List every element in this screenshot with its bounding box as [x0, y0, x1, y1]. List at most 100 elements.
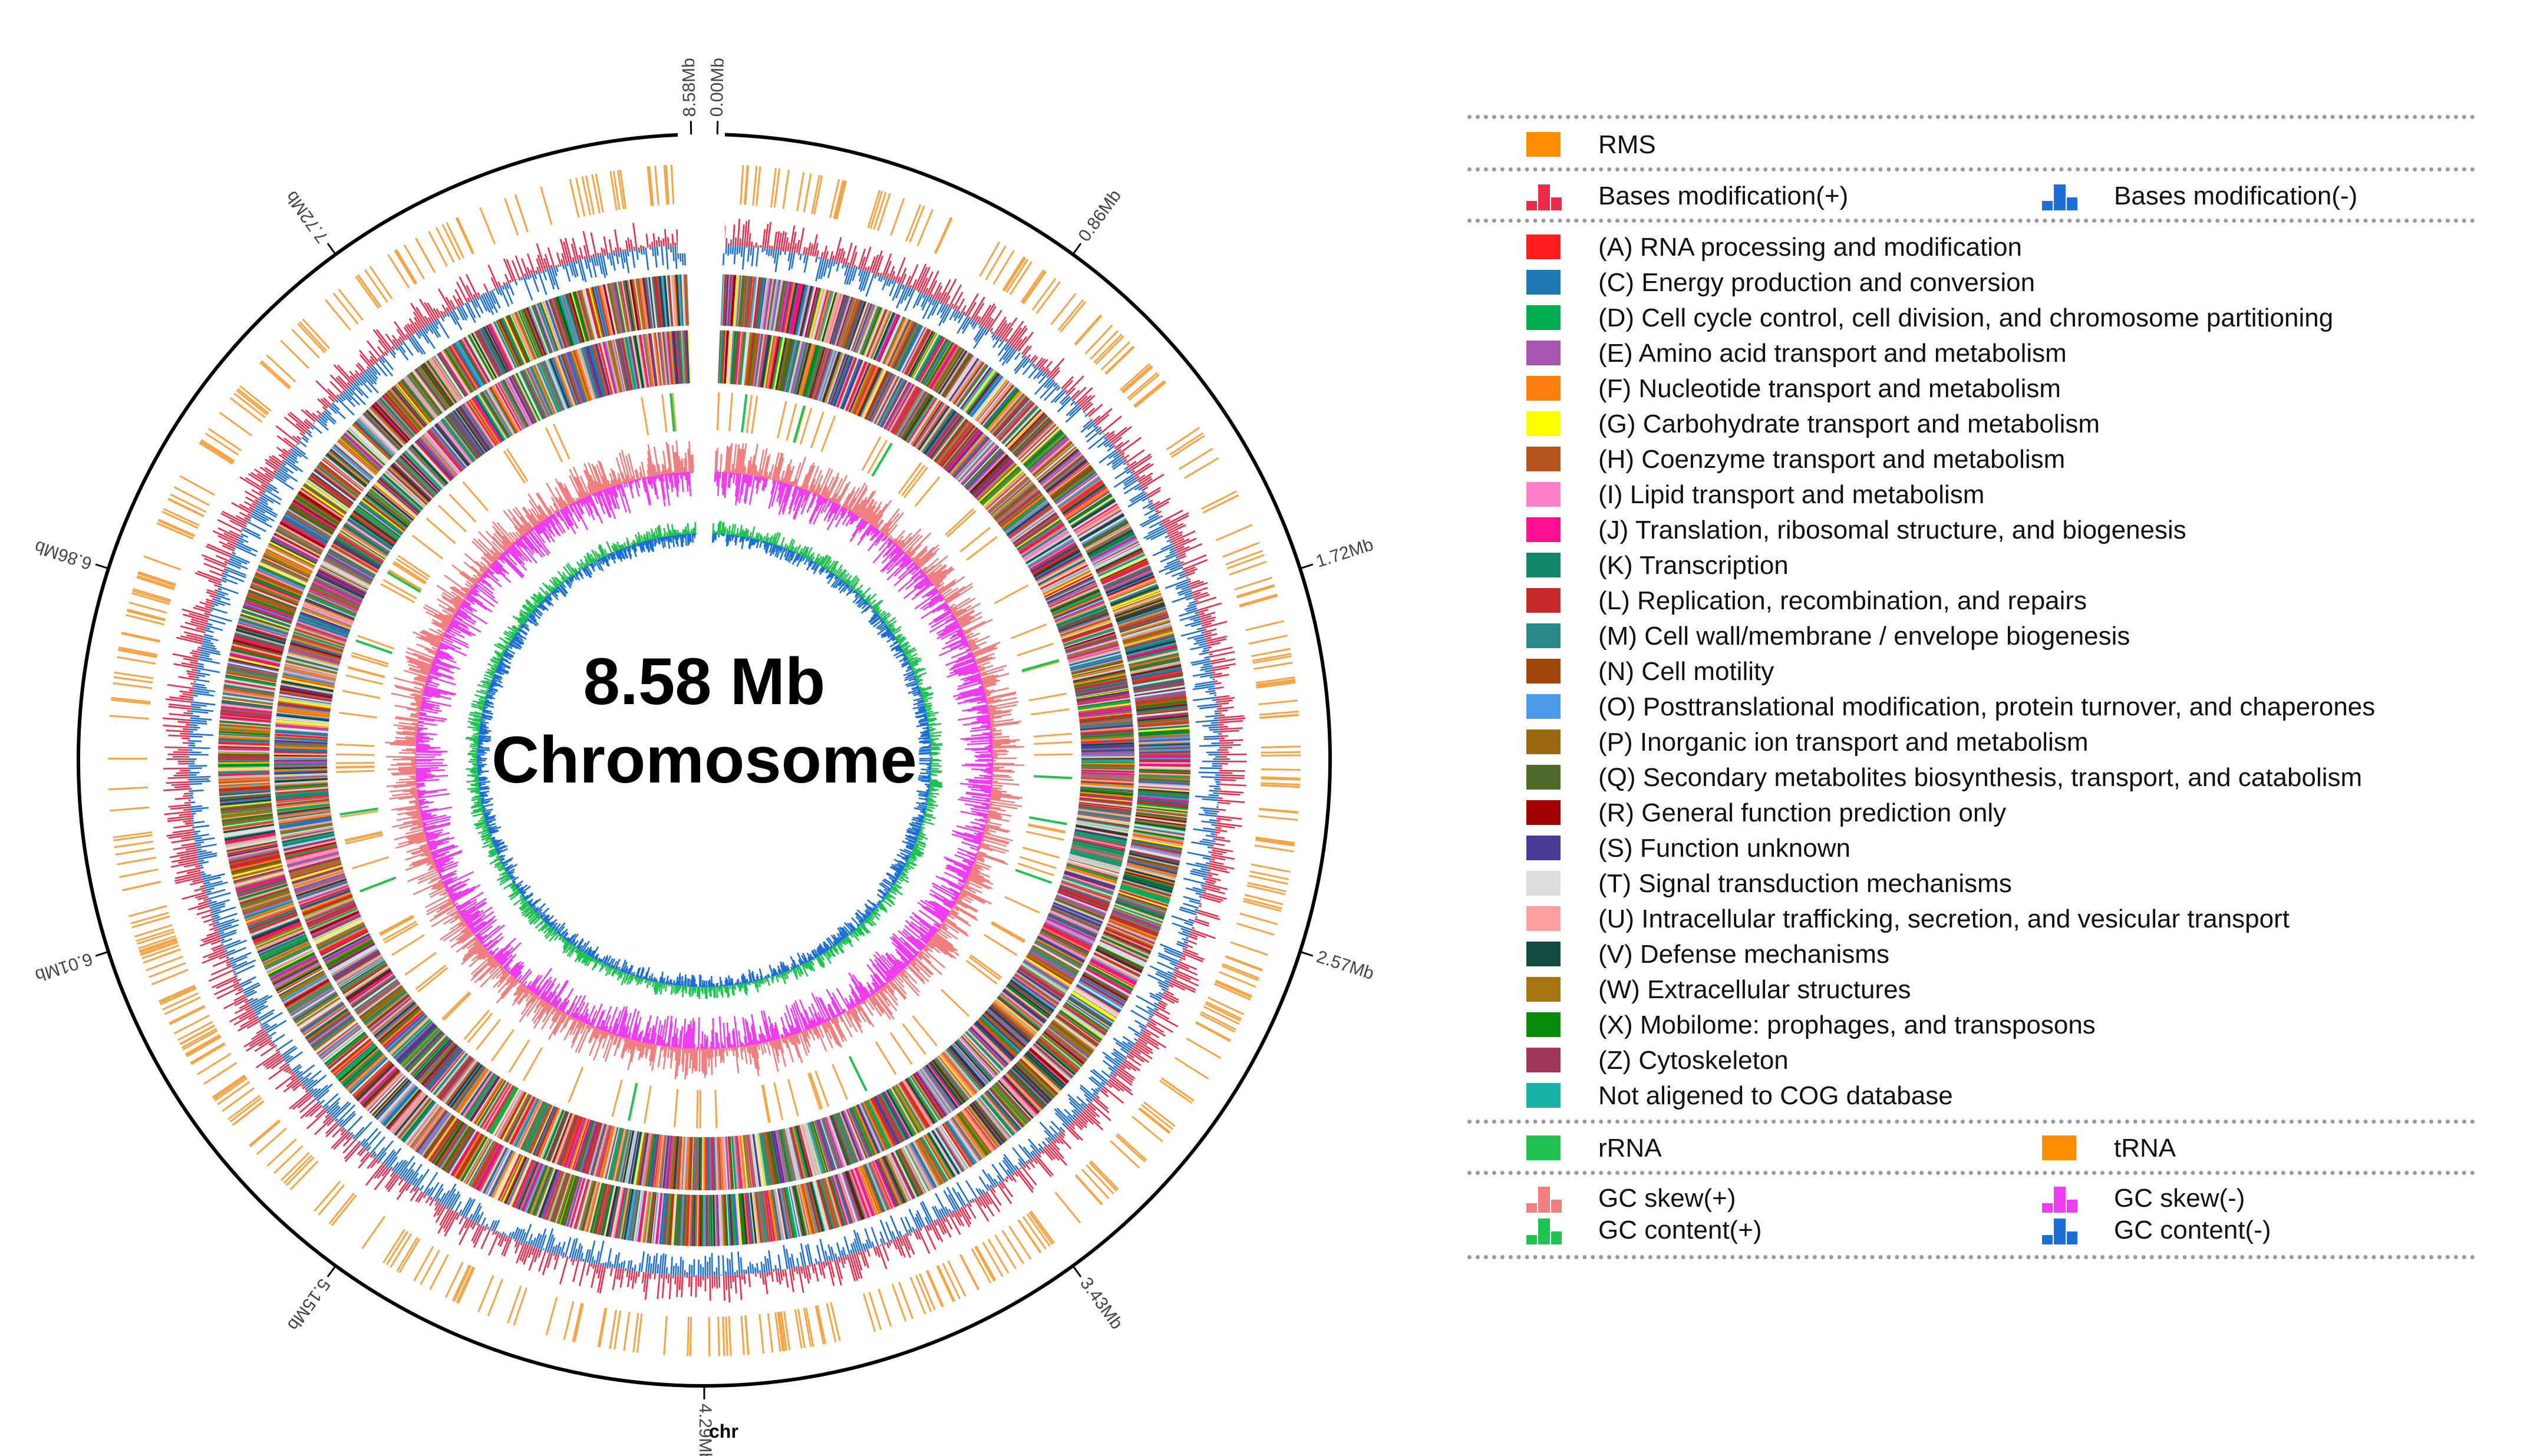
tick-mark	[1072, 1265, 1082, 1277]
cog-legend-item: (F) Nucleotide transport and metabolism	[1467, 371, 2475, 407]
cog-swatch	[1526, 623, 1561, 648]
tick-label: 0.86Mb	[1075, 186, 1126, 245]
gc-skew-minus-histogram-icon	[2042, 1184, 2077, 1213]
cog-outer-ring	[218, 280, 1190, 1246]
trna-track	[335, 392, 1073, 1129]
gc-content-plus-histogram-icon	[1526, 1216, 1562, 1244]
cog-legend-item: (O) Posttranslational modification, prot…	[1467, 689, 2475, 725]
cog-label: (G) Carbohydrate transport and metabolis…	[1598, 410, 2100, 438]
cog-swatch	[1526, 1048, 1561, 1072]
cog-inner-ring	[274, 332, 1135, 1190]
cog-label: (X) Mobilome: prophages, and transposons	[1598, 1011, 2096, 1039]
cog-swatch	[1526, 977, 1561, 1002]
legend-gc-skew: GC skew(+) GC skew(-)	[1467, 1181, 2475, 1213]
legend: RMS Bases modification(+) Bases modifica…	[1467, 115, 2475, 1259]
cog-swatch	[1526, 765, 1561, 790]
cog-legend-item: (R) General function prediction only	[1467, 795, 2475, 831]
cog-swatch	[1526, 588, 1561, 613]
gc-content-minus-label: GC content(-)	[2114, 1216, 2271, 1244]
cog-label: (M) Cell wall/membrane / envelope biogen…	[1598, 622, 2130, 651]
cog-legend-item: (A) RNA processing and modification	[1467, 230, 2475, 265]
cog-legend-item: (W) Extracellular structures	[1467, 972, 2475, 1008]
center-type-label: Chromosome	[491, 723, 917, 797]
cog-legend-item: (T) Signal transduction mechanisms	[1467, 866, 2475, 902]
cog-inner-ring	[274, 330, 1134, 1190]
rrna-track	[339, 393, 1073, 1121]
chr-label: chr	[709, 1421, 738, 1442]
circos-plot: 0.00Mb 0.86Mb 1.72Mb 2.57Mb 3.43Mb 4.29Mb 5.15…	[32, 58, 1377, 1456]
legend-rna: rRNA tRNA	[1467, 1131, 2475, 1166]
cog-swatch	[1526, 482, 1561, 507]
legend-bases-modification: Bases modification(+) Bases modification…	[1467, 179, 2475, 214]
cog-label: (V) Defense mechanisms	[1598, 940, 1889, 969]
cog-label: (A) RNA processing and modification	[1598, 233, 2022, 262]
legend-rms: RMS	[1467, 127, 2475, 163]
cog-swatch	[1526, 553, 1561, 577]
legend-separator	[1467, 167, 2475, 171]
bases-plus-histogram-icon	[1526, 182, 1562, 210]
cog-legend-item: (I) Lipid transport and metabolism	[1467, 477, 2475, 513]
cog-swatch	[1526, 729, 1561, 754]
tick-label: 8.58Mb	[679, 58, 700, 117]
cog-swatch	[1526, 376, 1561, 401]
tick-label: 6.01Mb	[33, 949, 95, 985]
cog-inner-ring	[273, 331, 1134, 1190]
tick-label: 3.43Mb	[1076, 1274, 1127, 1333]
legend-gc-content: GC content(+) GC content(-)	[1467, 1213, 2475, 1244]
cog-legend-item: (M) Cell wall/membrane / envelope biogen…	[1467, 619, 2475, 654]
tick-label: 5.15Mb	[283, 1275, 334, 1334]
tick-label: 7.72Mb	[282, 187, 332, 246]
rms-swatch	[1526, 132, 1561, 157]
cog-swatch	[1526, 341, 1561, 365]
cog-legend-item: (Q) Secondary metabolites biosynthesis, …	[1467, 760, 2475, 795]
cog-outer-ring	[219, 280, 1190, 1246]
cog-label: (Q) Secondary metabolites biosynthesis, …	[1598, 763, 2363, 792]
cog-legend: (A) RNA processing and modification (C) E…	[1467, 230, 2475, 1114]
cog-swatch	[1526, 694, 1561, 719]
cog-swatch	[1526, 871, 1561, 896]
tick-mark	[95, 563, 109, 570]
cog-label: (H) Coenzyme transport and metabolism	[1598, 445, 2066, 474]
cog-label: (Z) Cytoskeleton	[1598, 1046, 1789, 1075]
tick-label: 6.86Mb	[32, 537, 94, 573]
cog-legend-item: (J) Translation, ribosomal structure, an…	[1467, 513, 2475, 548]
cog-outer-ring	[218, 275, 1184, 1244]
tick-mark	[326, 1265, 337, 1277]
rms-label: RMS	[1598, 130, 1656, 159]
cog-inner-ring	[275, 331, 1135, 1186]
cog-label: (C) Energy production and conversion	[1598, 268, 2036, 297]
trna-swatch	[2042, 1135, 2076, 1160]
rrna-label: rRNA	[1598, 1134, 1662, 1163]
cog-legend-item: (E) Amino acid transport and metabolism	[1467, 336, 2475, 371]
cog-swatch	[1526, 1012, 1561, 1037]
cog-label: (R) General function prediction only	[1598, 798, 2007, 827]
legend-separator	[1467, 1171, 2475, 1175]
tick-label: 1.72Mb	[1314, 535, 1375, 572]
cog-legend-item: (K) Transcription	[1467, 548, 2475, 583]
cog-outer-ring	[220, 275, 1190, 1246]
gc-skew-minus-label: GC skew(-)	[2114, 1184, 2245, 1213]
cog-legend-item: (H) Coenzyme transport and metabolism	[1467, 442, 2475, 477]
tick-mark	[326, 243, 337, 255]
rrna-swatch	[1526, 1135, 1561, 1160]
gc-content-track-negative	[477, 533, 932, 988]
cog-swatch	[1526, 659, 1561, 684]
cog-legend-item: (S) Function unknown	[1467, 831, 2475, 866]
gc-skew-plus-label: GC skew(+)	[1598, 1184, 1736, 1213]
cog-label: Not aligened to COG database	[1598, 1081, 1953, 1110]
cog-swatch	[1526, 942, 1561, 966]
cog-label: (L) Replication, recombination, and repa…	[1598, 586, 2087, 615]
trna-label: tRNA	[2114, 1134, 2176, 1163]
bases-minus-label: Bases modification(-)	[2114, 181, 2358, 210]
cog-outer-ring	[218, 288, 1190, 1247]
cog-swatch	[1526, 447, 1561, 471]
cog-label: (U) Intracellular trafficking, secretion…	[1598, 904, 2290, 933]
cog-label: (E) Amino acid transport and metabolism	[1598, 339, 2067, 368]
tick-mark	[1299, 950, 1314, 957]
cog-label: (I) Lipid transport and metabolism	[1598, 480, 1985, 509]
legend-separator	[1467, 219, 2475, 223]
cog-legend-item: (P) Inorganic ion transport and metaboli…	[1467, 725, 2475, 760]
gc-content-minus-histogram-icon	[2042, 1216, 2077, 1244]
center-size-label: 8.58 Mb	[583, 645, 826, 718]
gc-content-plus-label: GC content(+)	[1598, 1216, 1762, 1244]
